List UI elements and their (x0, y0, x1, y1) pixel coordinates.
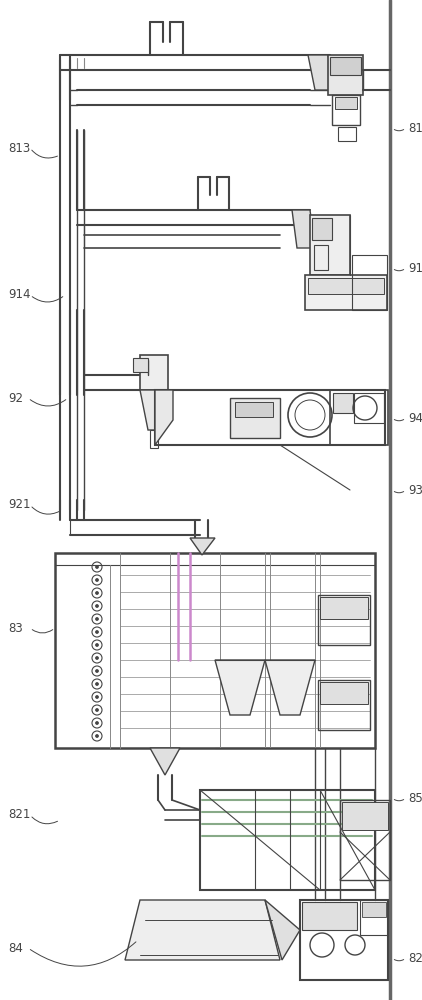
Polygon shape (140, 390, 168, 430)
Text: 813: 813 (8, 141, 30, 154)
Text: 82: 82 (408, 952, 422, 964)
Bar (362, 902, 386, 917)
Text: 94: 94 (408, 412, 422, 424)
Bar (333, 393, 353, 413)
Bar (338, 127, 356, 141)
Bar (340, 800, 390, 880)
Bar (310, 215, 350, 275)
Bar (155, 390, 385, 445)
Polygon shape (190, 538, 215, 555)
Text: 914: 914 (8, 288, 30, 302)
Bar (330, 390, 388, 445)
Bar (318, 680, 370, 730)
Circle shape (95, 656, 98, 660)
Bar (314, 245, 328, 270)
Bar (133, 358, 148, 372)
Bar (330, 57, 361, 75)
Bar (342, 802, 388, 830)
Bar (230, 398, 280, 438)
Circle shape (95, 617, 98, 620)
Bar (328, 55, 363, 95)
Bar (235, 402, 273, 417)
Polygon shape (155, 390, 173, 445)
Bar (320, 682, 368, 704)
Text: 85: 85 (408, 792, 422, 804)
Circle shape (95, 722, 98, 724)
Bar (200, 790, 375, 890)
Circle shape (95, 644, 98, 647)
Polygon shape (265, 660, 315, 715)
Text: 92: 92 (8, 391, 23, 404)
Bar (335, 97, 357, 109)
Bar (150, 430, 158, 448)
Bar (352, 255, 387, 310)
Bar (300, 900, 388, 980)
Circle shape (95, 734, 98, 738)
Polygon shape (292, 210, 315, 248)
Text: 921: 921 (8, 498, 30, 512)
Polygon shape (308, 55, 335, 90)
Text: 91: 91 (408, 261, 422, 274)
Text: 84: 84 (8, 942, 23, 954)
Circle shape (95, 708, 98, 712)
Bar (320, 597, 368, 619)
Circle shape (95, 696, 98, 698)
Circle shape (95, 670, 98, 672)
Polygon shape (215, 660, 265, 715)
Text: 93: 93 (408, 484, 422, 496)
Bar (55, 553, 375, 748)
Text: 821: 821 (8, 808, 30, 822)
Circle shape (95, 591, 98, 594)
Text: 81: 81 (408, 121, 422, 134)
Bar (305, 275, 387, 310)
Bar (302, 902, 357, 930)
Polygon shape (265, 900, 300, 960)
Bar (312, 218, 332, 240)
Bar (360, 900, 388, 935)
Circle shape (95, 566, 98, 568)
Circle shape (95, 578, 98, 582)
Circle shape (95, 682, 98, 686)
Bar (308, 278, 384, 294)
Polygon shape (125, 900, 280, 960)
Bar (354, 393, 384, 423)
Bar (140, 355, 168, 390)
Bar (318, 595, 370, 645)
Circle shape (95, 631, 98, 634)
Circle shape (95, 604, 98, 607)
Bar (332, 95, 360, 125)
Polygon shape (150, 748, 180, 775)
Text: 83: 83 (8, 621, 23, 635)
